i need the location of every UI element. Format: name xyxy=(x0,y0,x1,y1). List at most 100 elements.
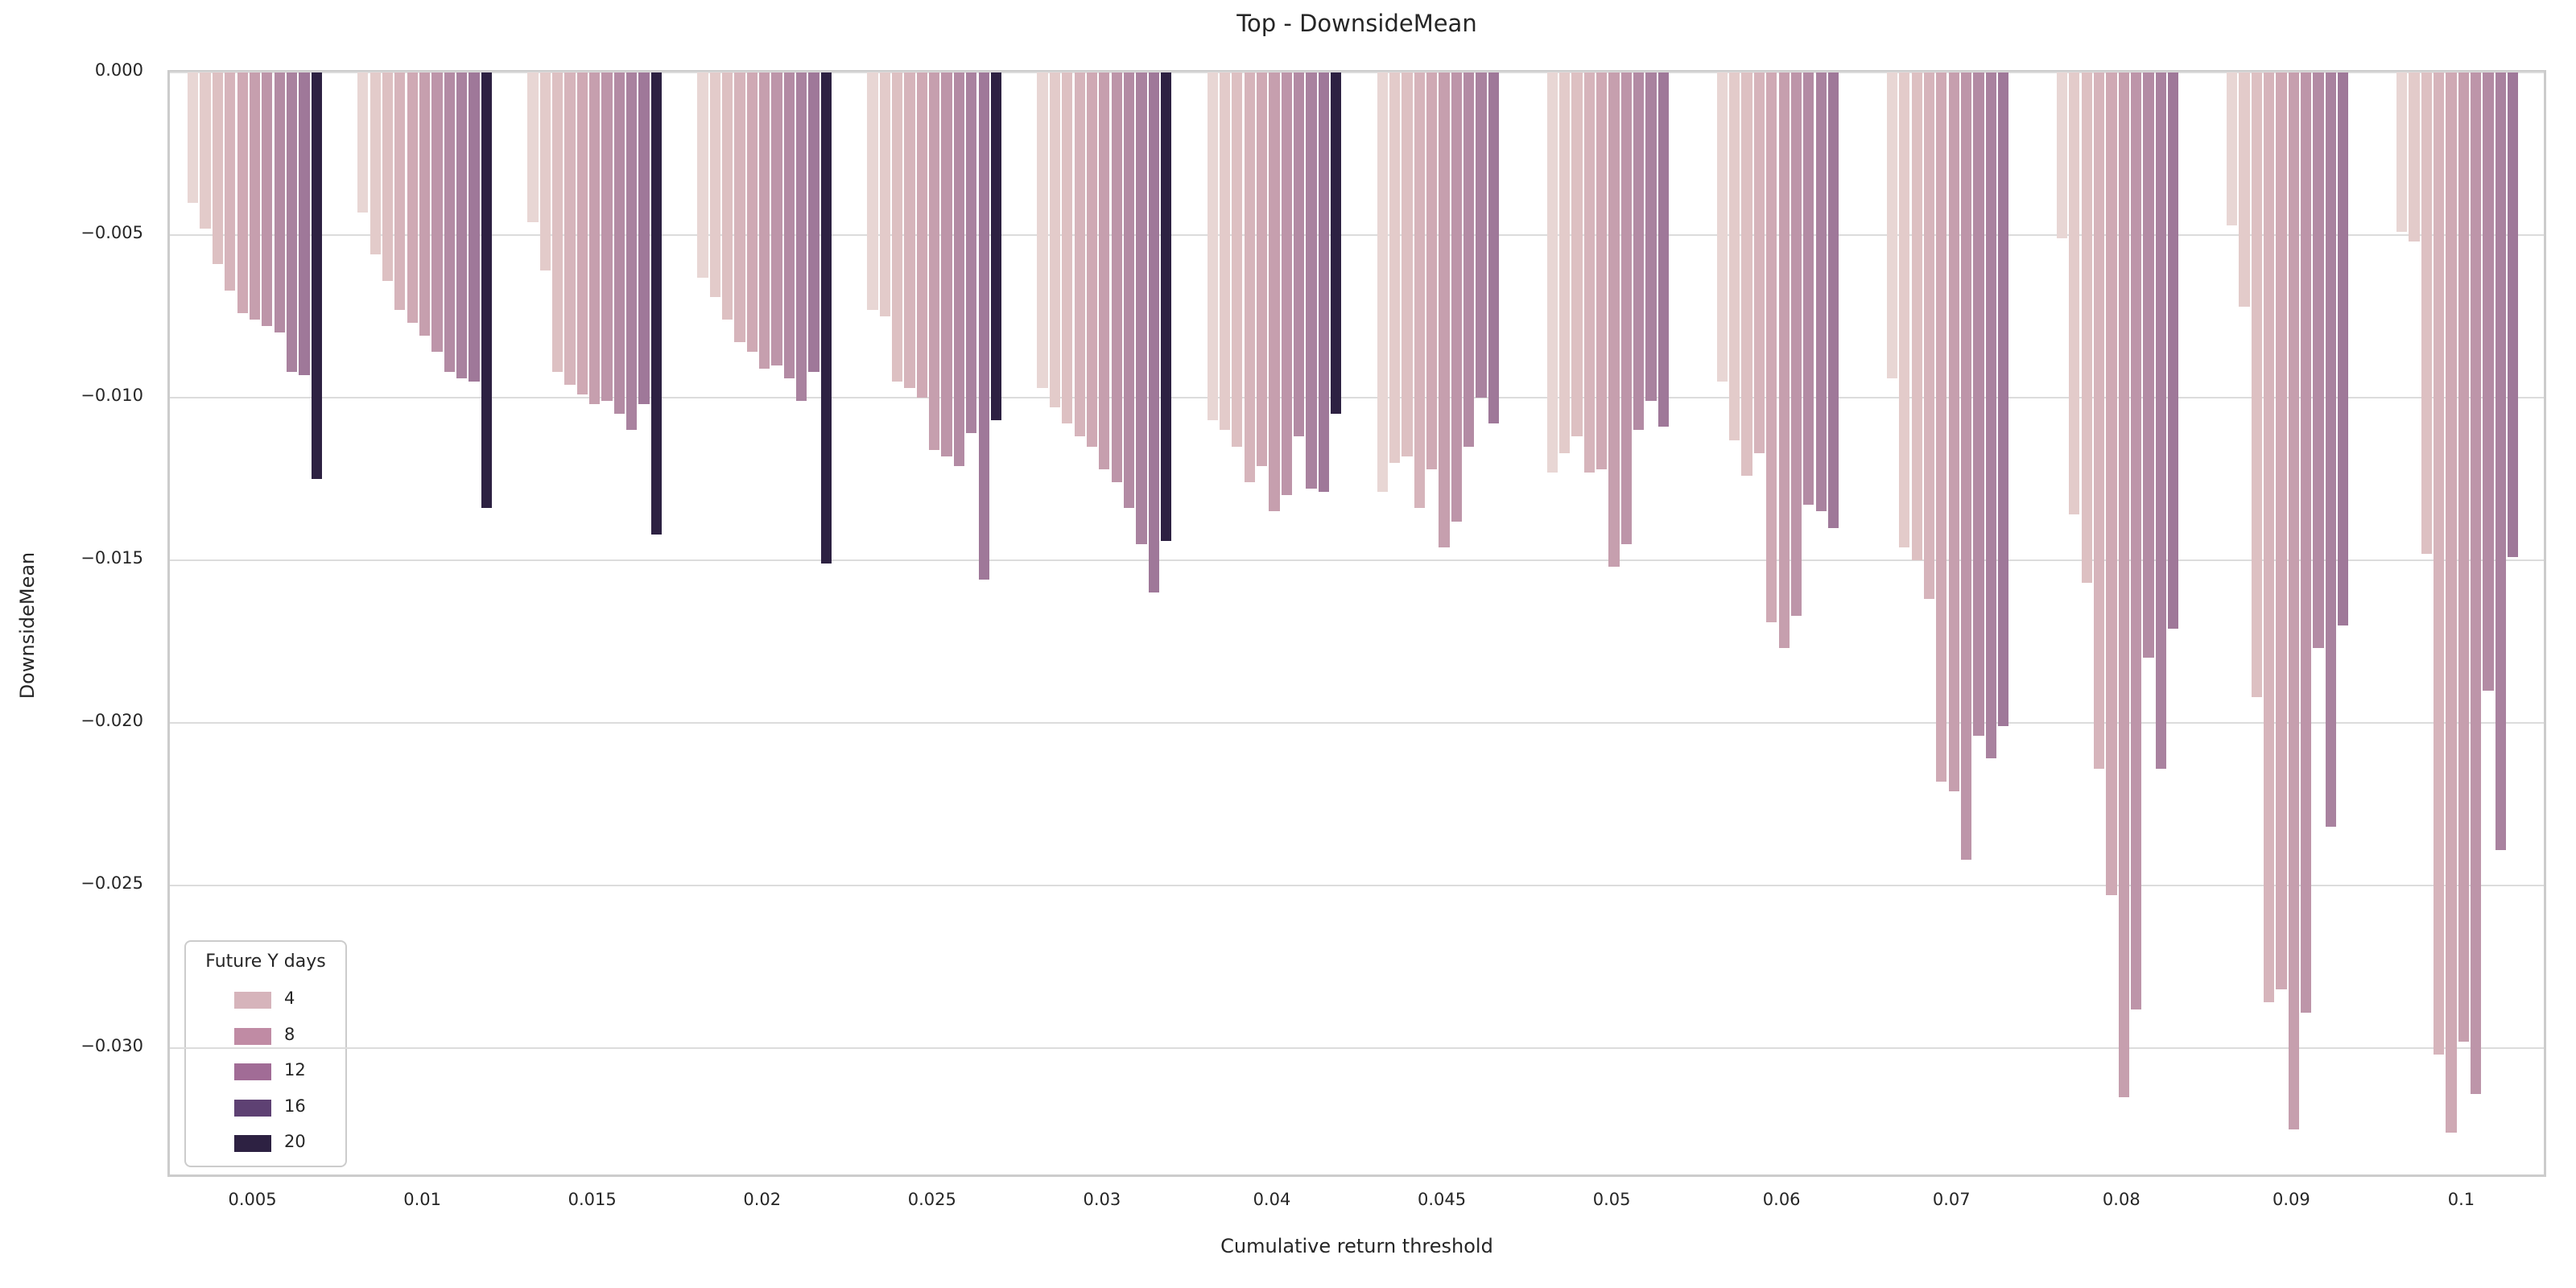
bar-x0.005-day9 xyxy=(286,72,298,372)
bar-x0.08-day9 xyxy=(2155,72,2166,769)
x-tick-label: 0.1 xyxy=(2447,1190,2475,1209)
bar-x0.09-day7 xyxy=(2301,72,2312,1013)
bar-x0.05-day4 xyxy=(1583,72,1595,473)
bar-x0.05-day5 xyxy=(1596,72,1608,469)
bar-x0.015-day20 xyxy=(650,72,662,535)
x-tick-label: 0.06 xyxy=(1762,1190,1801,1209)
y-tick-label: −0.025 xyxy=(80,873,143,893)
bar-x0.08-day8 xyxy=(2143,72,2154,658)
bar-x0.04-day2 xyxy=(1219,72,1231,431)
bar-x0.01-day20 xyxy=(481,72,492,509)
bar-x0.07-day2 xyxy=(1899,72,1910,547)
x-tick-label: 0.005 xyxy=(228,1190,277,1209)
bar-x0.03-day5 xyxy=(1086,72,1098,447)
legend-entry: 16 xyxy=(186,1092,345,1124)
bar-x0.1-day7 xyxy=(2471,72,2482,1094)
bar-x0.015-day10 xyxy=(638,72,650,405)
legend-title: Future Y days xyxy=(205,952,326,972)
bar-x0.06-day2 xyxy=(1729,72,1740,440)
y-tick-label: −0.010 xyxy=(80,386,143,405)
bar-x0.1-day9 xyxy=(2495,72,2507,850)
bar-x0.1-day3 xyxy=(2421,72,2432,554)
bar-x0.045-day2 xyxy=(1389,72,1401,463)
legend-label: 8 xyxy=(284,1024,295,1044)
x-tick-label: 0.07 xyxy=(1932,1190,1971,1209)
bar-x0.04-day1 xyxy=(1207,72,1218,421)
bar-x0.025-day4 xyxy=(904,72,915,388)
bar-x0.045-day8 xyxy=(1463,72,1475,447)
bar-x0.06-day4 xyxy=(1753,72,1765,453)
bar-x0.02-day1 xyxy=(697,72,708,278)
bar-x0.015-day9 xyxy=(626,72,638,431)
bar-x0.005-day1 xyxy=(188,72,199,203)
gridline xyxy=(170,234,2544,236)
bar-x0.07-day6 xyxy=(1948,72,1959,791)
bar-x0.06-day9 xyxy=(1815,72,1827,512)
bar-x0.025-day1 xyxy=(867,72,878,310)
bar-x0.02-day5 xyxy=(746,72,758,353)
bar-x0.03-day20 xyxy=(1160,72,1172,541)
bar-x0.07-day1 xyxy=(1886,72,1898,378)
plot-area: Future Y days 4 8 12 16 20 xyxy=(167,70,2546,1177)
bar-x0.005-day7 xyxy=(262,72,273,327)
bar-x0.04-day3 xyxy=(1232,72,1243,447)
bar-x0.07-day8 xyxy=(1973,72,1984,737)
bar-x0.07-day4 xyxy=(1923,72,1935,600)
gridline xyxy=(170,885,2544,886)
x-tick-label: 0.09 xyxy=(2273,1190,2310,1209)
x-tick-label: 0.08 xyxy=(2102,1190,2140,1209)
bar-x0.005-day10 xyxy=(299,72,310,375)
legend-label: 4 xyxy=(284,989,295,1008)
legend-entry: 4 xyxy=(186,984,345,1016)
x-tick-label: 0.01 xyxy=(403,1190,441,1209)
bar-x0.005-day8 xyxy=(274,72,285,333)
bar-x0.07-day10 xyxy=(1997,72,2009,727)
bar-x0.045-day3 xyxy=(1402,72,1413,456)
legend-label: 12 xyxy=(284,1060,306,1080)
bar-x0.025-day10 xyxy=(978,72,989,580)
bar-x0.025-day2 xyxy=(879,72,890,316)
bar-x0.08-day6 xyxy=(2118,72,2129,1097)
bar-x0.09-day6 xyxy=(2288,72,2299,1129)
bar-x0.04-day20 xyxy=(1331,72,1342,415)
bar-x0.005-day5 xyxy=(237,72,248,313)
bar-x0.015-day3 xyxy=(551,72,564,372)
bar-x0.05-day9 xyxy=(1645,72,1657,402)
bar-x0.025-day6 xyxy=(929,72,940,450)
bar-x0.01-day4 xyxy=(394,72,406,310)
bar-x0.08-day2 xyxy=(2069,72,2080,515)
bar-x0.045-day9 xyxy=(1476,72,1487,398)
bar-x0.09-day10 xyxy=(2338,72,2349,625)
bar-x0.015-day1 xyxy=(527,72,539,222)
bar-x0.025-day7 xyxy=(941,72,952,456)
bar-x0.045-day7 xyxy=(1451,72,1462,522)
x-tick-label: 0.015 xyxy=(568,1190,617,1209)
x-tick-label: 0.045 xyxy=(1417,1190,1467,1209)
bar-x0.09-day2 xyxy=(2239,72,2250,307)
bar-x0.025-day20 xyxy=(990,72,1002,421)
gridline xyxy=(170,722,2544,724)
bar-x0.005-day3 xyxy=(212,72,224,265)
bar-x0.045-day10 xyxy=(1488,72,1499,424)
bar-x0.04-day8 xyxy=(1293,72,1305,437)
bar-x0.045-day5 xyxy=(1426,72,1438,469)
y-tick-label: −0.015 xyxy=(80,548,143,568)
bar-x0.05-day7 xyxy=(1620,72,1633,544)
legend: Future Y days 4 8 12 16 20 xyxy=(184,940,347,1167)
bar-x0.01-day2 xyxy=(369,72,381,255)
bar-x0.015-day8 xyxy=(613,72,625,415)
bar-x0.015-day6 xyxy=(589,72,601,405)
bar-x0.07-day7 xyxy=(1960,72,1972,860)
bar-x0.025-day8 xyxy=(953,72,965,466)
gridline xyxy=(170,397,2544,398)
bar-x0.015-day5 xyxy=(576,72,588,394)
bar-x0.09-day8 xyxy=(2313,72,2324,649)
bar-x0.06-day7 xyxy=(1790,72,1802,616)
bar-x0.05-day10 xyxy=(1657,72,1670,427)
x-tick-label: 0.025 xyxy=(907,1190,956,1209)
bar-x0.09-day4 xyxy=(2264,72,2275,1003)
chart-title: Top - DownsideMean xyxy=(1236,10,1477,37)
bar-x0.05-day1 xyxy=(1546,72,1558,473)
bar-x0.09-day5 xyxy=(2276,72,2287,990)
